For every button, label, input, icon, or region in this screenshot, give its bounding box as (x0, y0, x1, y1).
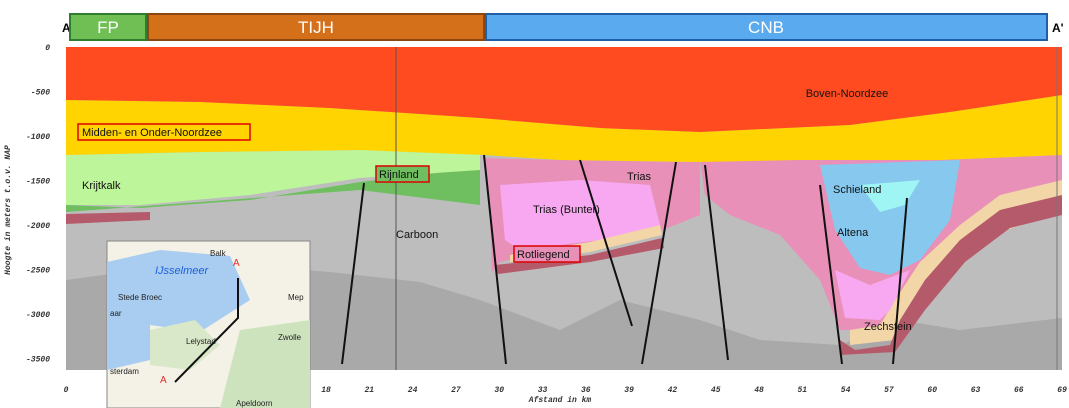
x-tick-label: 39 (624, 386, 634, 395)
x-tick-label: 51 (797, 386, 807, 395)
x-tick-label: 60 (927, 386, 937, 395)
x-tick-label: 54 (841, 386, 851, 395)
cross-section: A A' FP TIJH CNB Boven-Noordzee (0, 0, 1069, 408)
x-tick-label: 36 (581, 386, 591, 395)
zone-label: TIJH (298, 18, 334, 37)
layer-label: Trias (627, 171, 652, 183)
x-tick-label: 27 (451, 386, 461, 395)
map-label: Balk (210, 249, 227, 258)
zone-label: FP (97, 18, 119, 37)
y-tick-label: -500 (31, 89, 50, 98)
map-label: IJsselmeer (155, 265, 210, 277)
map-label: Zwolle (278, 333, 302, 342)
inset-map: Balk IJsselmeer A Stede Broec Mep aar Le… (107, 241, 310, 408)
map-label: A (160, 375, 167, 386)
map-label: Apeldoorn (236, 399, 272, 408)
layer-label: Trias (Bunter) (533, 204, 600, 216)
x-tick-label: 0 (64, 386, 69, 395)
map-label: aar (110, 309, 122, 318)
layer-label: Carboon (396, 229, 438, 241)
y-tick-label: 0 (45, 44, 50, 53)
x-tick-label: 18 (321, 386, 331, 395)
layer-label: Schieland (833, 184, 881, 196)
x-tick-label: 33 (538, 386, 548, 395)
y-axis-label: Hoogte in meters t.o.v. NAP (4, 145, 13, 275)
y-tick-label: -2500 (26, 267, 50, 276)
section-end: A' (1052, 21, 1064, 35)
x-tick-label: 24 (408, 386, 418, 395)
y-tick-label: -2000 (26, 222, 50, 231)
x-axis-label: Afstand in km (528, 396, 592, 405)
zone-label: CNB (748, 18, 784, 37)
x-tick-label: 63 (971, 386, 981, 395)
layer-label: Altena (837, 227, 869, 239)
layer-label: Zechstein (864, 321, 912, 333)
map-label: A (233, 258, 240, 269)
y-tick-label: -3000 (26, 311, 50, 320)
layer-label: Rijnland (379, 169, 419, 181)
map-label: Stede Broec (118, 293, 162, 302)
x-tick-label: 30 (494, 386, 504, 395)
x-tick-label: 42 (668, 386, 678, 395)
layer-label: Midden- en Onder-Noordzee (82, 127, 222, 139)
y-tick-label: -3500 (26, 356, 50, 365)
y-tick-label: -1000 (26, 133, 50, 142)
map-label: sterdam (110, 367, 139, 376)
map-label: Mep (288, 293, 304, 302)
x-tick-label: 21 (364, 386, 374, 395)
x-tick-label: 57 (884, 386, 894, 395)
x-tick-label: 45 (711, 386, 721, 395)
layer-label: Rotliegend (517, 249, 570, 261)
layer-label: Krijtkalk (82, 180, 121, 192)
x-tick-label: 69 (1057, 386, 1067, 395)
x-tick-label: 48 (754, 386, 764, 395)
y-tick-label: -1500 (26, 178, 50, 187)
x-tick-label: 66 (1014, 386, 1024, 395)
layer-label: Boven-Noordzee (806, 88, 889, 100)
map-label: Lelystad (186, 337, 216, 346)
